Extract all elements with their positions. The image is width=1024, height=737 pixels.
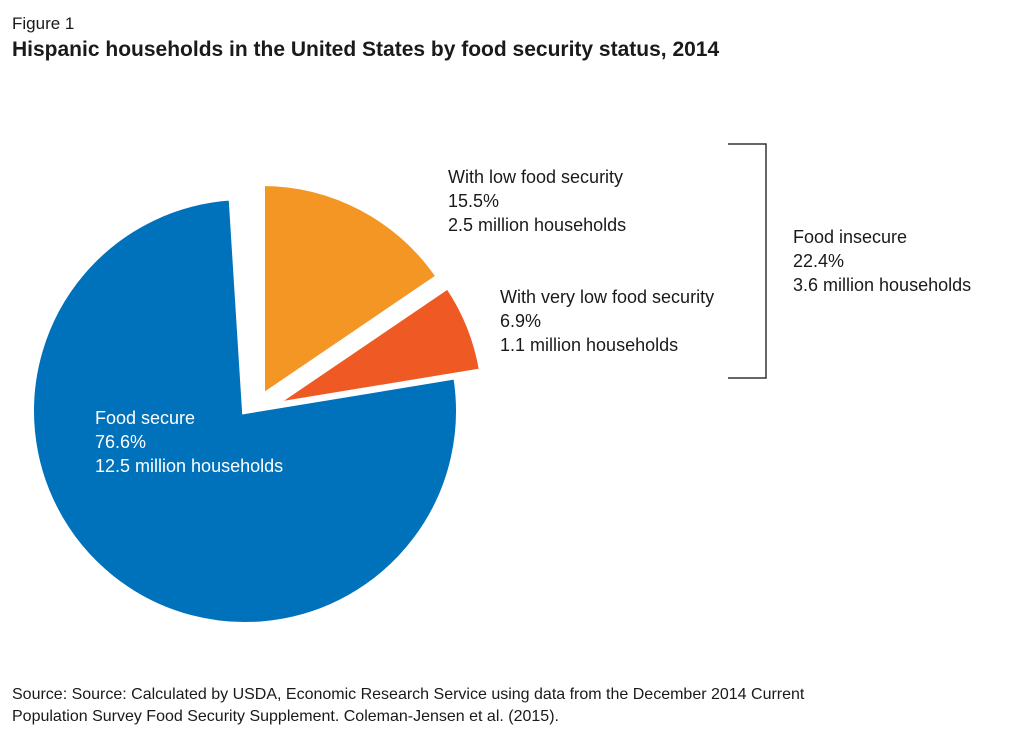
figure-label: Figure 1 — [12, 14, 75, 33]
label-food-insecure: Food insecure 22.4% 3.6 million househol… — [793, 225, 971, 297]
label-low-pct: 15.5% — [448, 191, 500, 211]
label-low-name: With low food security — [448, 167, 624, 187]
food-insecure-bracket — [728, 143, 767, 379]
pie-slice-with-low-food-security — [259, 179, 444, 403]
source-line-2: Population Survey Food Security Suppleme… — [12, 708, 559, 725]
label-low-food-security: With low food security 15.5% 2.5 million… — [448, 165, 626, 237]
label-very-low-name: With very low food security — [500, 287, 715, 307]
label-insecure-hh: 3.6 million households — [793, 275, 972, 295]
pie-slice-with-very-low-food-security — [269, 281, 486, 409]
label-very-low-pct: 6.9% — [500, 311, 542, 331]
label-insecure-pct: 22.4% — [793, 251, 845, 271]
label-secure-hh: 12.5 million households — [95, 456, 284, 476]
label-food-secure: Food secure 76.6% 12.5 million household… — [95, 406, 283, 478]
source-note: Source: Source: Calculated by USDA, Econ… — [12, 684, 1012, 728]
pie-slice-food-secure — [28, 194, 462, 628]
label-secure-name: Food secure — [95, 408, 196, 428]
label-very-low-food-security: With very low food security 6.9% 1.1 mil… — [500, 285, 714, 357]
label-low-hh: 2.5 million households — [448, 215, 627, 235]
label-very-low-hh: 1.1 million households — [500, 335, 679, 355]
source-line-1: Source: Source: Calculated by USDA, Econ… — [12, 686, 805, 703]
label-insecure-name: Food insecure — [793, 227, 908, 247]
chart-title: Hispanic households in the United States… — [12, 38, 720, 61]
label-secure-pct: 76.6% — [95, 432, 147, 452]
